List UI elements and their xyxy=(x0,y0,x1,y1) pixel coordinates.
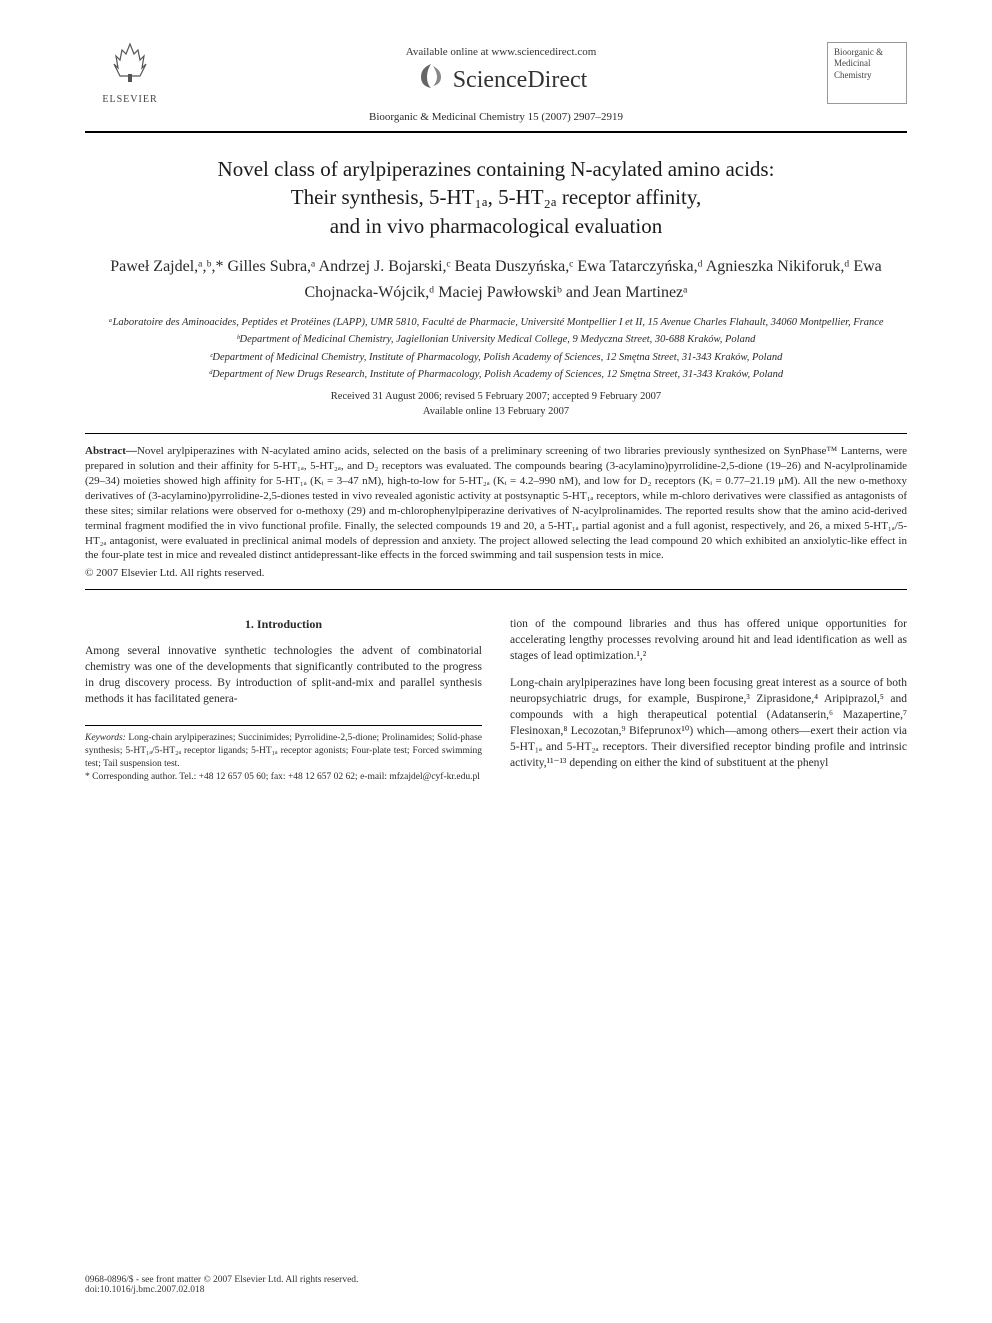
dates-online: Available online 13 February 2007 xyxy=(423,406,569,417)
page-header: ELSEVIER Available online at www.science… xyxy=(85,40,907,105)
journal-cover-line: Bioorganic & xyxy=(834,47,900,59)
header-rule xyxy=(85,131,907,133)
keywords-footnote: Keywords: Long-chain arylpiperazines; Su… xyxy=(85,732,482,770)
pre-abstract-rule xyxy=(85,433,907,434)
publisher-logo: ELSEVIER xyxy=(85,40,175,105)
corresponding-author-footnote: * Corresponding author. Tel.: +48 12 657… xyxy=(85,771,482,784)
front-matter-line: 0968-0896/$ - see front matter © 2007 El… xyxy=(85,1275,907,1285)
section-heading: 1. Introduction xyxy=(85,616,482,633)
sciencedirect-text: ScienceDirect xyxy=(453,67,588,94)
journal-citation: Bioorganic & Medicinal Chemistry 15 (200… xyxy=(85,111,907,123)
available-online-text: Available online at www.sciencedirect.co… xyxy=(175,46,827,58)
affiliation-b: ᵇDepartment of Medicinal Chemistry, Jagi… xyxy=(85,332,907,347)
right-column: tion of the compound libraries and thus … xyxy=(510,616,907,783)
corr-label: * Corresponding author. xyxy=(85,772,179,782)
footnote-block: Keywords: Long-chain arylpiperazines; Su… xyxy=(85,725,482,783)
body-paragraph: tion of the compound libraries and thus … xyxy=(510,616,907,664)
article-dates: Received 31 August 2006; revised 5 Febru… xyxy=(85,390,907,419)
title-line: Novel class of arylpiperazines containin… xyxy=(218,157,775,181)
abstract-block: Abstract—Novel arylpiperazines with N-ac… xyxy=(85,444,907,563)
affiliation-a: ᵃLaboratoire des Aminoacides, Peptides e… xyxy=(85,315,907,330)
corr-body: Tel.: +48 12 657 05 60; fax: +48 12 657 … xyxy=(179,772,480,782)
dates-received: Received 31 August 2006; revised 5 Febru… xyxy=(331,391,661,402)
page-footer: 0968-0896/$ - see front matter © 2007 El… xyxy=(85,1275,907,1295)
journal-cover-thumbnail: Bioorganic & Medicinal Chemistry xyxy=(827,42,907,104)
journal-cover-line: Medicinal xyxy=(834,58,900,70)
header-center: Available online at www.sciencedirect.co… xyxy=(175,46,827,100)
abstract-label: Abstract— xyxy=(85,445,137,457)
sciencedirect-brand: ScienceDirect xyxy=(175,62,827,100)
keywords-label: Keywords: xyxy=(85,733,126,743)
doi-line: doi:10.1016/j.bmc.2007.02.018 xyxy=(85,1285,907,1295)
affiliation-c: ᶜDepartment of Medicinal Chemistry, Inst… xyxy=(85,350,907,365)
article-title: Novel class of arylpiperazines containin… xyxy=(85,155,907,240)
abstract-body: Novel arylpiperazines with N-acylated am… xyxy=(85,445,907,561)
title-line: Their synthesis, 5-HT₁ₐ, 5-HT₂ₐ receptor… xyxy=(291,185,701,209)
elsevier-tree-icon xyxy=(106,40,154,92)
publisher-name: ELSEVIER xyxy=(102,94,157,105)
title-line: and in vivo pharmacological evaluation xyxy=(330,214,662,238)
post-abstract-rule xyxy=(85,589,907,590)
body-columns: 1. Introduction Among several innovative… xyxy=(85,616,907,783)
sciencedirect-swirl-icon xyxy=(415,62,447,100)
abstract-copyright: © 2007 Elsevier Ltd. All rights reserved… xyxy=(85,567,907,579)
journal-cover-line: Chemistry xyxy=(834,70,900,82)
body-paragraph: Among several innovative synthetic techn… xyxy=(85,643,482,707)
affiliation-d: ᵈDepartment of New Drugs Research, Insti… xyxy=(85,367,907,382)
left-column: 1. Introduction Among several innovative… xyxy=(85,616,482,783)
keywords-text: Long-chain arylpiperazines; Succinimides… xyxy=(85,733,482,769)
body-paragraph: Long-chain arylpiperazines have long bee… xyxy=(510,675,907,772)
author-list: Paweł Zajdel,ᵃ,ᵇ,* Gilles Subra,ᵃ Andrze… xyxy=(85,254,907,305)
